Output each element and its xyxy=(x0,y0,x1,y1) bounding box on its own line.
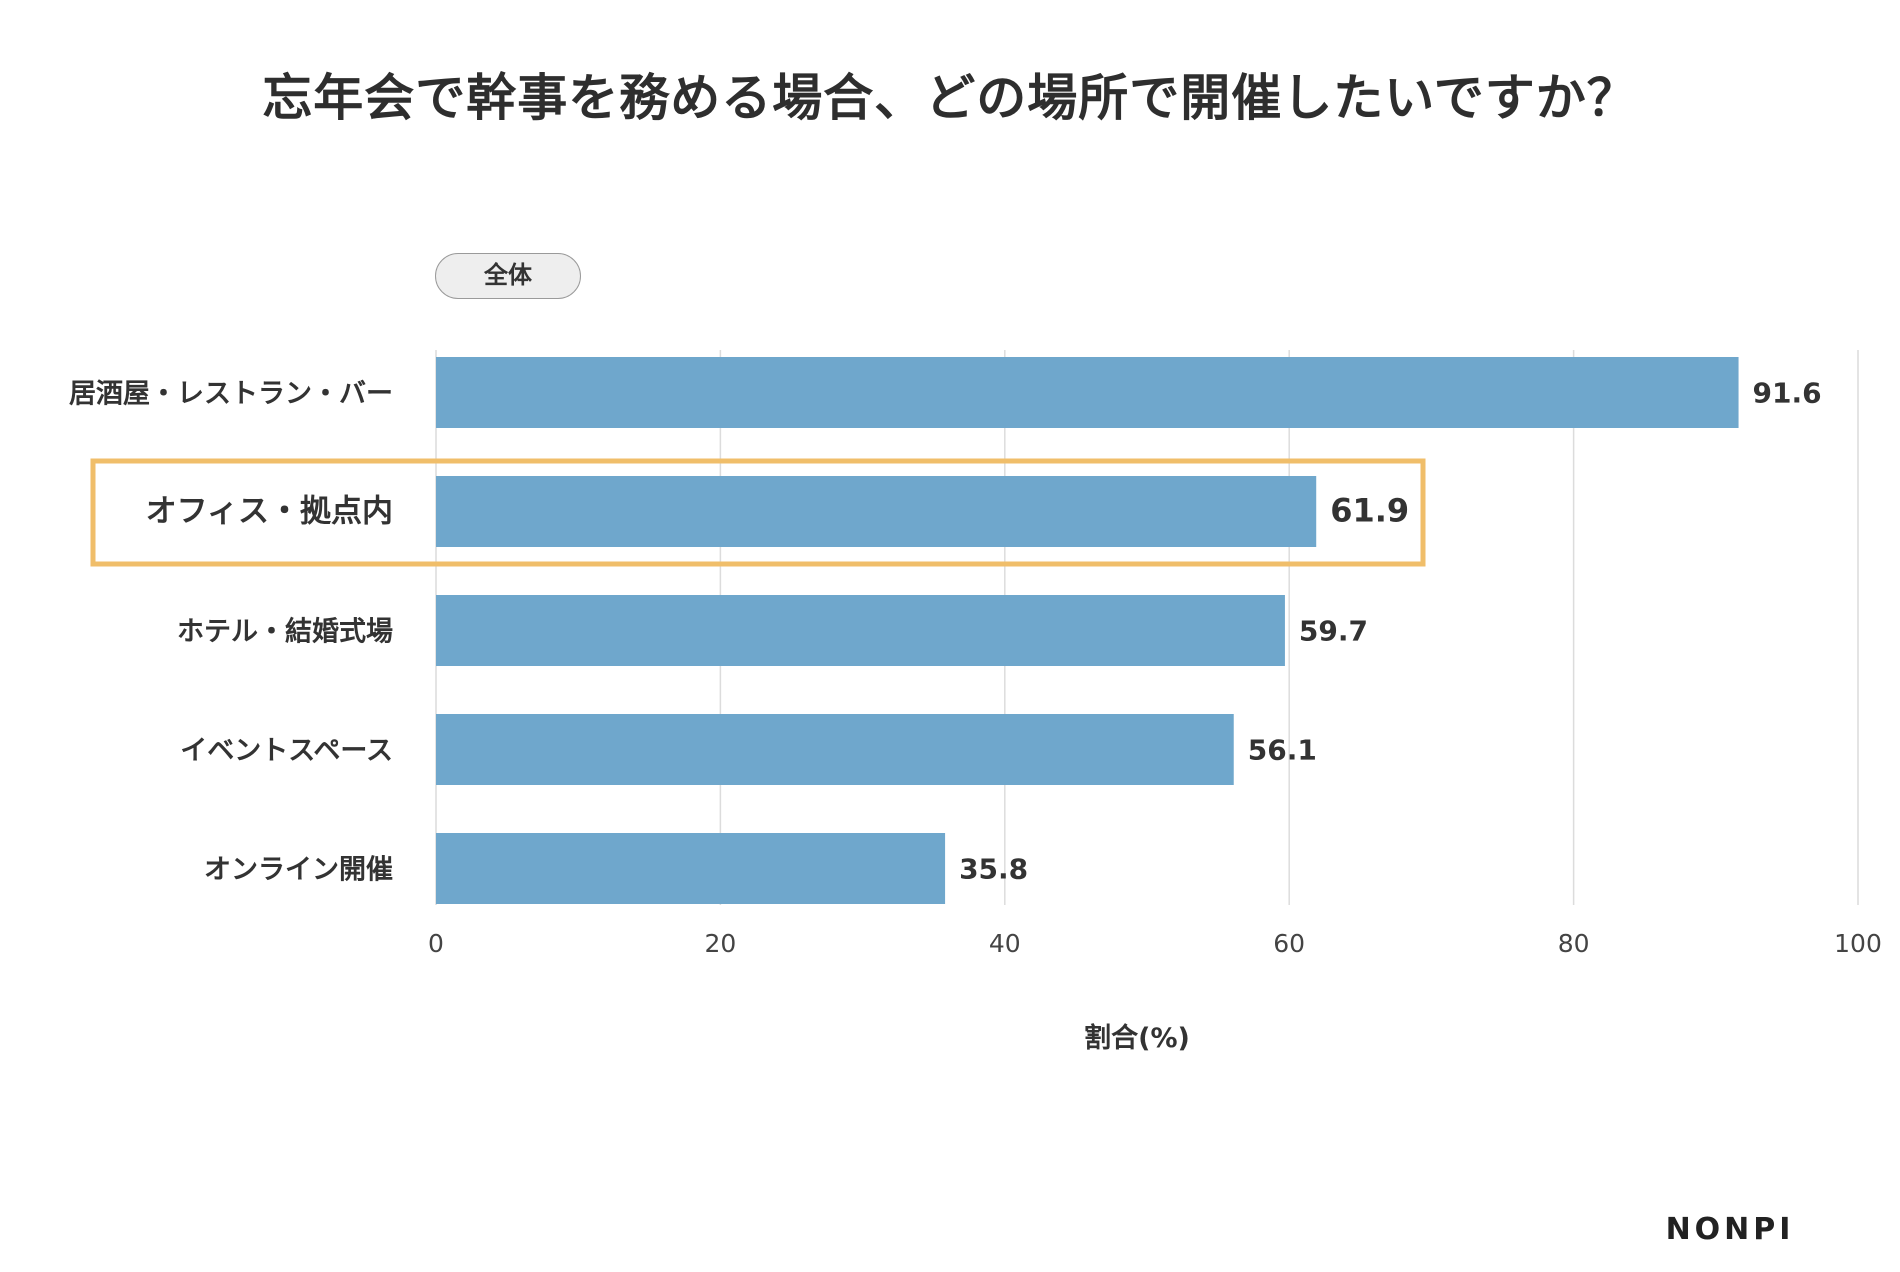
bar xyxy=(436,833,945,904)
x-tick-label: 0 xyxy=(428,929,444,958)
category-label: ホテル・結婚式場 xyxy=(177,616,393,648)
x-tick-label: 20 xyxy=(704,929,736,958)
value-label: 61.9 xyxy=(1330,492,1409,530)
value-label: 91.6 xyxy=(1753,377,1822,410)
category-label: 居酒屋・レストラン・バー xyxy=(69,379,393,410)
bar xyxy=(436,476,1316,547)
value-label: 56.1 xyxy=(1248,734,1317,767)
x-tick-label: 40 xyxy=(989,929,1021,958)
x-tick-label: 100 xyxy=(1834,929,1882,958)
bar xyxy=(436,357,1739,428)
value-label: 59.7 xyxy=(1299,615,1368,648)
category-label: オフィス・拠点内 xyxy=(146,494,393,530)
brand-logo: NONPI xyxy=(1660,1212,1800,1247)
category-label: オンライン開催 xyxy=(204,855,393,886)
bar xyxy=(436,595,1285,666)
x-tick-label: 60 xyxy=(1273,929,1305,958)
x-tick-label: 80 xyxy=(1558,929,1590,958)
bar xyxy=(436,714,1234,785)
category-label: イベントスペース xyxy=(180,736,393,767)
value-label: 35.8 xyxy=(959,853,1028,886)
x-axis-title: 割合(%) xyxy=(1084,1022,1190,1054)
